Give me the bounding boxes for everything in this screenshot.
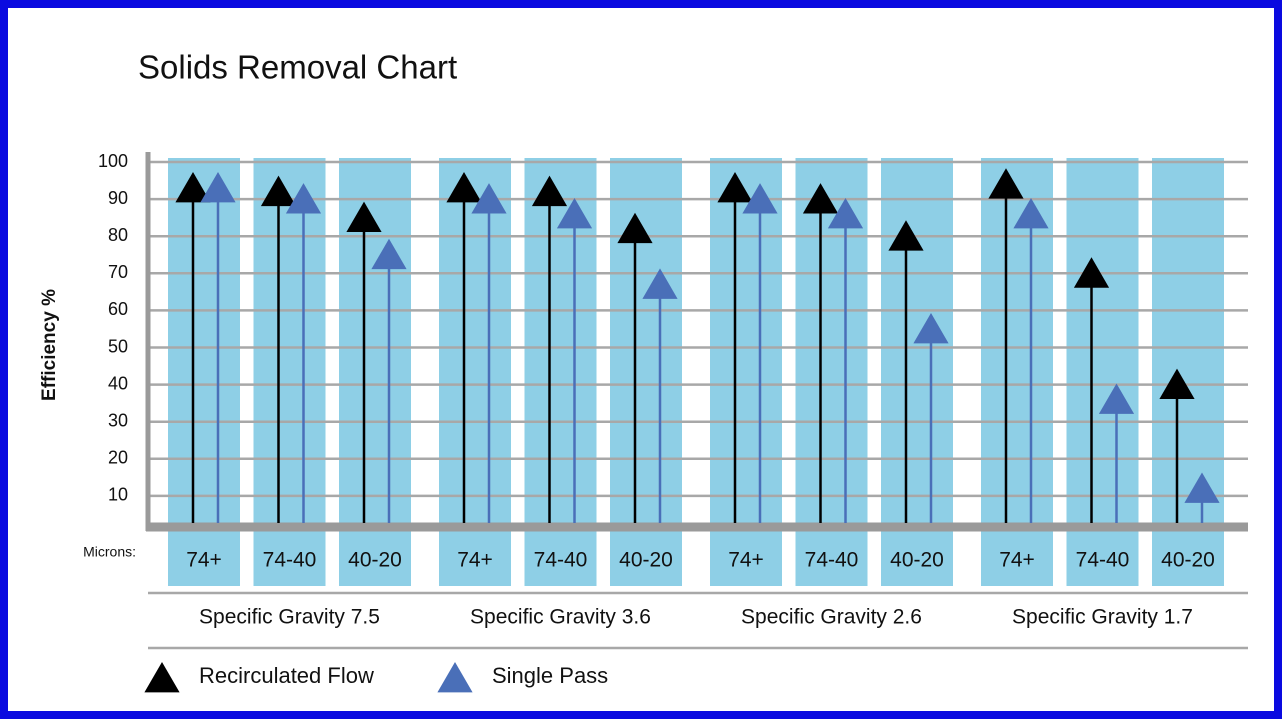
arrow-head [1073,257,1110,288]
legend-label: Recirculated Flow [199,663,374,688]
arrow-head [556,197,593,229]
band [253,158,326,586]
x-tick-label: 74-40 [263,549,317,572]
x-tick-label: 40-20 [1161,549,1215,572]
arrow-head [913,312,949,344]
arrow [1184,472,1220,523]
arrow [556,197,593,523]
y-axis-label: Efficiency % [39,289,60,401]
arrow-head [1159,368,1195,399]
legend-marker [437,662,473,693]
x-tick-label: 74+ [999,549,1035,572]
arrow-head [742,183,778,214]
x-tick-label: 74+ [457,549,493,572]
arrow-head [1013,197,1049,229]
arrow [802,183,839,523]
arrow [742,183,778,523]
arrow [1013,197,1049,523]
x-tick-label: 40-20 [890,549,944,572]
arrow [346,201,382,523]
band [439,158,511,586]
band [881,158,953,586]
legend-label: Single Pass [492,663,608,688]
band [795,158,868,586]
arrow [913,312,949,523]
arrow-head [1184,472,1220,503]
arrow-head [531,175,568,207]
group-label: Specific Gravity 2.6 [741,606,922,629]
arrow [1159,368,1195,523]
chart-title: Solids Removal Chart [138,49,457,86]
band [710,158,782,586]
y-tick-label: 50 [108,336,128,356]
x-tick-label: 74-40 [1076,549,1130,572]
arrow [717,171,753,523]
arrow [200,171,236,523]
arrow [1073,257,1110,523]
arrow-head [1098,383,1135,414]
arrow-head [346,201,382,233]
arrow-head [260,175,297,207]
x-tick-label: 74+ [728,549,764,572]
x-axis-label: Microns: [83,544,136,560]
group-label: Specific Gravity 1.7 [1012,606,1193,629]
x-tick-label: 74-40 [805,549,859,572]
arrow-head [717,171,753,203]
y-tick-label: 10 [108,485,128,505]
band [1066,158,1139,586]
band [1152,158,1224,586]
arrow [827,197,864,523]
arrow-head [617,212,653,244]
band [168,158,240,586]
group-label: Specific Gravity 3.6 [470,606,651,629]
y-tick-label: 80 [108,225,128,245]
arrow [446,171,482,523]
band [524,158,597,586]
arrow [531,175,568,523]
arrow [285,183,322,523]
arrow [988,168,1024,523]
x-tick-label: 74+ [186,549,222,572]
arrow [175,171,211,523]
arrow-head [446,171,482,203]
arrow [617,212,653,523]
y-tick-label: 90 [108,188,128,208]
arrow [260,175,297,523]
x-tick-label: 40-20 [348,549,402,572]
group-label: Specific Gravity 7.5 [199,606,380,629]
arrow-head [471,183,507,214]
y-tick-label: 100 [98,151,128,171]
arrow-head [988,168,1024,199]
x-tick-label: 40-20 [619,549,673,572]
y-tick-label: 20 [108,448,128,468]
arrow-head [802,183,839,214]
arrow-head [642,268,678,299]
arrow [471,183,507,523]
arrow-head [371,238,407,270]
arrow [642,268,678,523]
legend-marker [144,662,180,693]
arrow-head [200,171,236,203]
arrow-head [888,220,924,251]
y-tick-label: 30 [108,410,128,430]
band [610,158,682,586]
arrow [371,238,407,523]
y-tick-label: 60 [108,299,128,319]
arrow [888,220,924,523]
band [981,158,1053,586]
y-tick-label: 70 [108,262,128,282]
arrow [1098,383,1135,523]
arrow-head [827,197,864,229]
arrow-head [175,171,211,203]
y-tick-label: 40 [108,373,128,393]
arrow-head [285,183,322,214]
x-tick-label: 74-40 [534,549,588,572]
